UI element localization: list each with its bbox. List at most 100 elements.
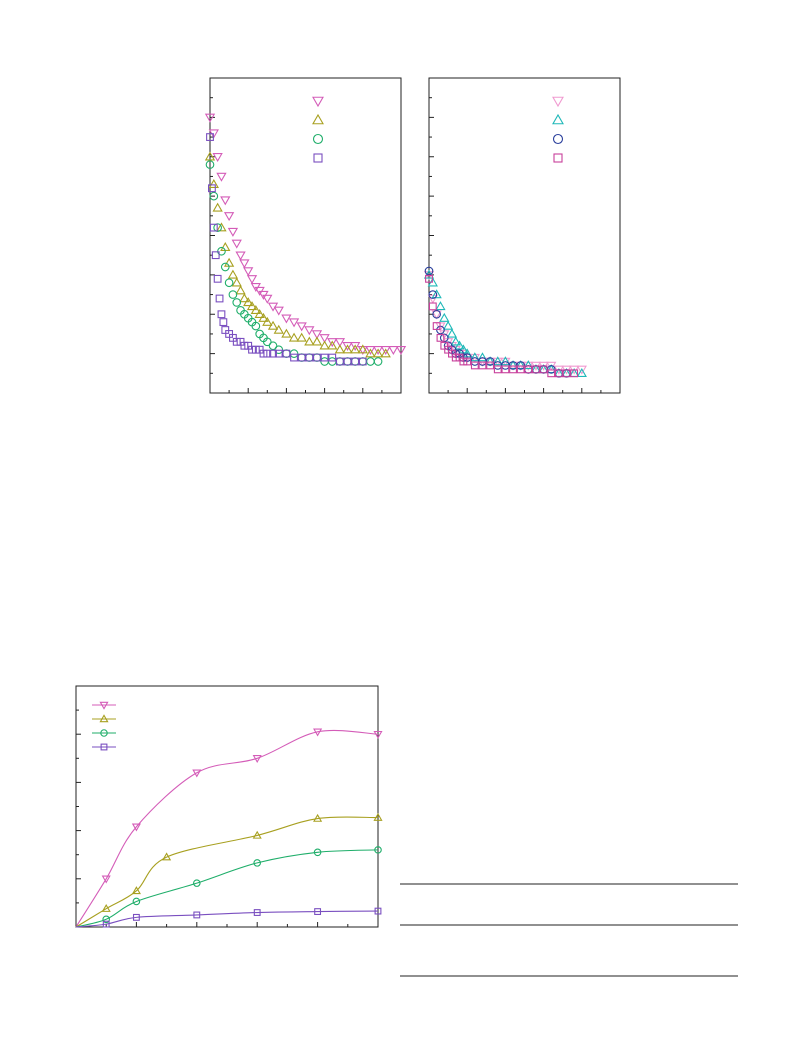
data-point: [320, 353, 329, 362]
data-point: [374, 907, 382, 915]
data-point: [432, 322, 441, 330]
data-point: [288, 332, 300, 342]
data-point: [428, 302, 437, 311]
data-point: [269, 349, 277, 358]
data-point: [478, 361, 487, 370]
data-point: [442, 320, 454, 330]
legend-entry: [313, 153, 323, 163]
data-point: [350, 357, 360, 366]
data-point: [493, 365, 502, 374]
data-point: [350, 344, 361, 354]
data-point: [289, 349, 299, 358]
data-point: [374, 846, 382, 854]
chart-panel-right: [423, 77, 621, 394]
data-point: [231, 277, 242, 287]
data-point: [431, 310, 442, 320]
data-point: [254, 308, 265, 318]
data-point: [319, 334, 330, 344]
data-point: [509, 365, 517, 374]
data-point: [372, 345, 384, 355]
data-point: [358, 357, 368, 366]
series-3: [75, 846, 382, 928]
data-point: [463, 357, 472, 366]
data-point: [102, 915, 110, 924]
data-point: [208, 179, 219, 189]
data-point: [220, 196, 231, 206]
series-2: [75, 812, 383, 928]
data-point: [212, 153, 223, 163]
data-point: [469, 352, 480, 362]
data-point: [350, 342, 361, 352]
data-point: [311, 336, 323, 346]
data-point: [327, 338, 338, 348]
data-point: [357, 344, 368, 354]
data-point: [209, 223, 218, 232]
data-point: [372, 348, 384, 358]
data-point: [235, 285, 246, 295]
legend-marker: [313, 153, 323, 163]
legend-entry: [552, 96, 564, 108]
data-point: [358, 357, 367, 366]
data-point: [262, 337, 272, 347]
data-point: [288, 318, 300, 328]
data-point: [532, 365, 540, 374]
data-point: [243, 267, 254, 277]
legend-marker: [553, 153, 563, 163]
legend-marker: [312, 133, 324, 145]
data-point: [500, 356, 511, 366]
series-3: [424, 266, 571, 378]
data-point: [366, 357, 375, 366]
data-point: [281, 314, 292, 324]
data-point: [223, 212, 235, 222]
legend-marker: [312, 113, 324, 125]
data-point: [516, 365, 525, 374]
data-point: [395, 345, 407, 355]
data-point: [477, 352, 488, 362]
legend-marker: [312, 96, 324, 108]
data-point: [193, 879, 201, 887]
data-point: [267, 320, 279, 330]
data-point: [193, 911, 201, 919]
legend-entry: [552, 113, 564, 125]
legend-marker: [100, 729, 108, 737]
data-point: [492, 356, 503, 366]
data-point: [212, 202, 223, 212]
data-point: [334, 338, 346, 348]
data-point: [436, 333, 445, 342]
data-point: [296, 332, 307, 342]
data-point: [239, 259, 250, 269]
series-1: [204, 113, 407, 355]
data-point: [219, 318, 228, 327]
legend-entry: [312, 133, 324, 145]
data-point: [424, 266, 434, 276]
data-point: [470, 361, 479, 370]
legend-marker: [100, 743, 108, 751]
data-point: [211, 251, 220, 260]
data-point: [246, 275, 258, 285]
data-point: [204, 113, 216, 123]
data-point: [262, 294, 273, 304]
data-point: [501, 365, 510, 374]
data-point: [132, 897, 141, 906]
series-line: [75, 910, 379, 928]
series-4: [75, 907, 382, 928]
data-point: [313, 848, 322, 857]
plot-frame: [75, 685, 379, 928]
data-point: [373, 357, 383, 366]
data-point: [427, 294, 438, 304]
data-point: [101, 903, 111, 912]
data-point: [342, 342, 353, 352]
series-line: [75, 816, 379, 928]
data-point: [439, 312, 450, 322]
data-point: [435, 301, 446, 311]
data-point: [220, 262, 230, 272]
legend-entry: [92, 701, 116, 710]
data-point: [239, 293, 250, 303]
data-point: [216, 172, 227, 182]
series-2: [204, 151, 391, 358]
data-point: [562, 369, 571, 378]
data-point: [314, 908, 322, 916]
data-point: [380, 345, 391, 355]
plot-frame: [209, 77, 402, 394]
data-point: [208, 184, 216, 193]
